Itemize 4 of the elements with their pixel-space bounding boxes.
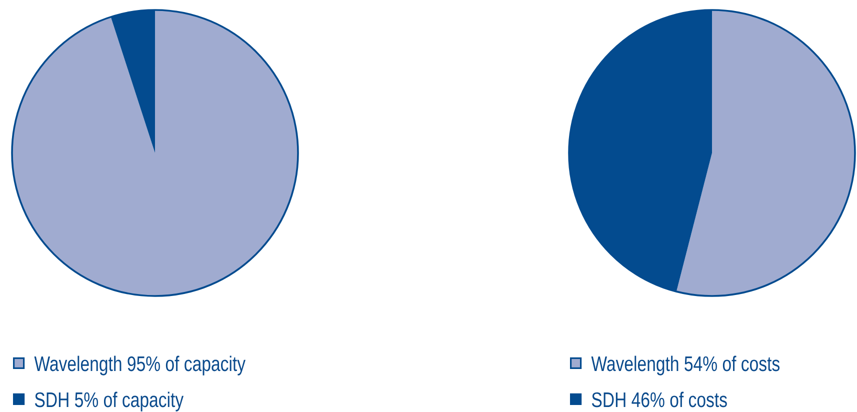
legend-label: Wavelength 95% of capacity xyxy=(34,356,246,376)
legend-label: Wavelength 54% of costs xyxy=(591,356,780,376)
legend-label: SDH 5% of capacity xyxy=(34,392,184,412)
legend-label: SDH 46% of costs xyxy=(592,392,727,408)
